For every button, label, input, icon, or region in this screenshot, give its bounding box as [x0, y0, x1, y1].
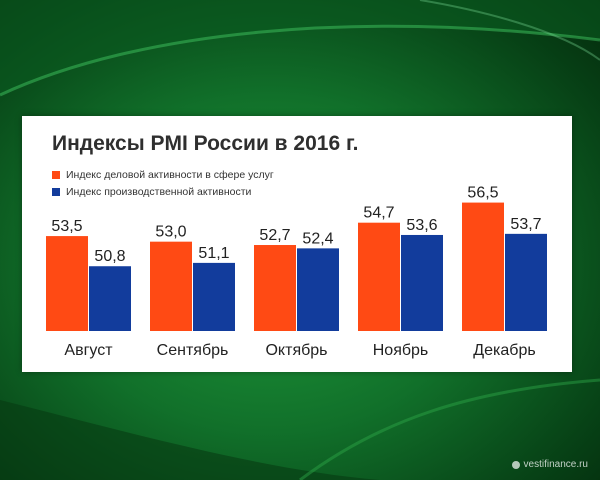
data-label-manufacturing-3: 53,6 — [406, 217, 437, 234]
bar-services-0 — [46, 236, 88, 331]
data-label-manufacturing-2: 52,4 — [302, 230, 333, 247]
legend-item-manufacturing: Индекс производственной активности — [52, 183, 274, 200]
watermark-logo-icon — [511, 460, 520, 469]
bar-services-2 — [254, 245, 296, 331]
watermark: vestifinance.ru — [511, 459, 588, 470]
bar-manufacturing-0 — [89, 266, 131, 331]
x-tick-label-0: Август — [64, 342, 113, 359]
bar-chart: 53,5 50,8 Август 53,0 51,1 Сентябрь 52,7 52,4 Ок… — [46, 185, 547, 359]
x-tick-label-4: Декабрь — [473, 342, 535, 359]
bar-manufacturing-4 — [505, 233, 547, 331]
data-label-services-3: 54,7 — [363, 205, 394, 222]
legend-swatch-services — [52, 170, 60, 179]
legend-label-services: Индекс деловой активности в сфере услуг — [66, 168, 274, 181]
legend-label-manufacturing: Индекс производственной активности — [66, 185, 252, 198]
chart-title: Индексы PMI России в 2016 г. — [52, 132, 359, 155]
bar-services-3 — [358, 222, 400, 331]
data-label-services-2: 52,7 — [259, 227, 290, 244]
watermark-text: vestifinance.ru — [523, 459, 588, 470]
x-tick-label-3: Ноябрь — [373, 342, 429, 359]
data-label-manufacturing-1: 51,1 — [198, 245, 229, 262]
bar-manufacturing-1 — [193, 262, 235, 331]
data-label-services-4: 56,5 — [467, 185, 498, 202]
data-label-services-0: 53,5 — [51, 218, 82, 235]
legend-swatch-manufacturing — [52, 187, 60, 196]
bar-manufacturing-2 — [297, 248, 339, 331]
chart-legend: Индекс деловой активности в сфере услуг … — [52, 166, 274, 200]
data-label-manufacturing-0: 50,8 — [94, 248, 125, 265]
x-tick-label-1: Сентябрь — [157, 342, 229, 359]
bar-manufacturing-3 — [401, 234, 443, 331]
bar-services-1 — [150, 241, 192, 331]
data-label-services-1: 53,0 — [155, 224, 186, 241]
data-label-manufacturing-4: 53,7 — [510, 216, 541, 233]
x-tick-label-2: Октябрь — [265, 342, 327, 359]
bar-services-4 — [462, 202, 504, 331]
legend-item-services: Индекс деловой активности в сфере услуг — [52, 166, 274, 183]
chart-panel: Индексы PMI России в 2016 г. Индекс дело… — [22, 116, 572, 372]
